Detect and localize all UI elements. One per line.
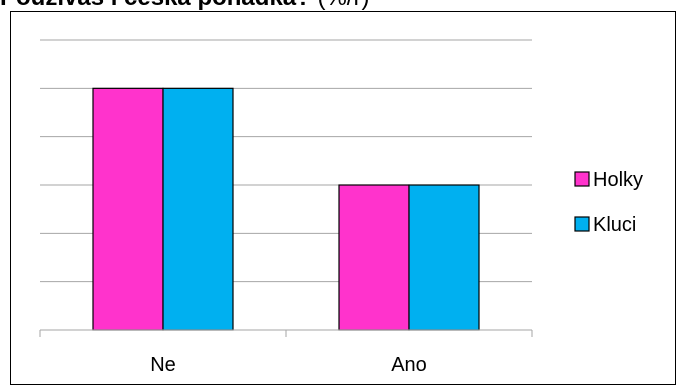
bar-kluci-ne xyxy=(162,87,234,331)
bars xyxy=(92,87,480,331)
x-tick-labels: Ne Ano xyxy=(150,354,427,376)
x-axis xyxy=(39,329,533,337)
legend: Holky Kluci xyxy=(574,169,643,236)
bar-kluci-ano xyxy=(408,184,480,331)
chart-title-main: Používáš i česká pohádka? xyxy=(0,0,311,10)
bar-holky-ne xyxy=(92,87,164,331)
chart-frame xyxy=(10,11,676,385)
chart-title-suffix: (%/ř) xyxy=(311,0,369,10)
x-tick-label: Ne xyxy=(150,354,176,376)
legend-swatch-holky xyxy=(574,171,590,187)
legend-swatch-kluci xyxy=(574,216,590,232)
chart-title: Používáš i česká pohádka? (%/ř) xyxy=(0,0,678,10)
legend-label-holky: Holky xyxy=(593,169,643,191)
legend-label-kluci: Kluci xyxy=(593,214,636,236)
bar-holky-ano xyxy=(338,184,410,331)
x-tick-label: Ano xyxy=(391,354,427,376)
